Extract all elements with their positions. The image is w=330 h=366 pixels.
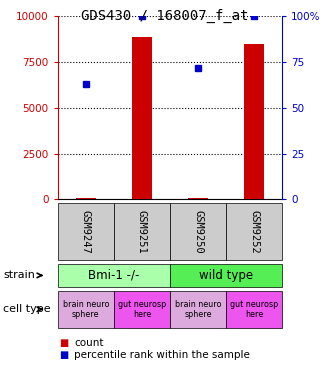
Text: ■: ■ (59, 350, 69, 360)
Text: GDS430 / 168007_f_at: GDS430 / 168007_f_at (81, 9, 249, 23)
Text: strain: strain (3, 270, 35, 280)
Text: gut neurosp
here: gut neurosp here (118, 299, 166, 319)
Text: count: count (74, 338, 104, 348)
Text: brain neuro
sphere: brain neuro sphere (63, 299, 109, 319)
Bar (244, 44, 264, 199)
Text: wild type: wild type (199, 269, 253, 282)
Text: cell type: cell type (3, 304, 51, 314)
Text: GSM9250: GSM9250 (193, 210, 203, 253)
Bar (132, 37, 152, 199)
Text: GSM9251: GSM9251 (137, 210, 147, 253)
Text: GSM9252: GSM9252 (249, 210, 259, 253)
Bar (76, 198, 96, 199)
Text: gut neurosp
here: gut neurosp here (230, 299, 278, 319)
Text: ■: ■ (59, 338, 69, 348)
Text: percentile rank within the sample: percentile rank within the sample (74, 350, 250, 360)
Text: Bmi-1 -/-: Bmi-1 -/- (88, 269, 140, 282)
Text: GSM9247: GSM9247 (81, 210, 91, 253)
Bar (188, 198, 208, 199)
Text: brain neuro
sphere: brain neuro sphere (175, 299, 221, 319)
